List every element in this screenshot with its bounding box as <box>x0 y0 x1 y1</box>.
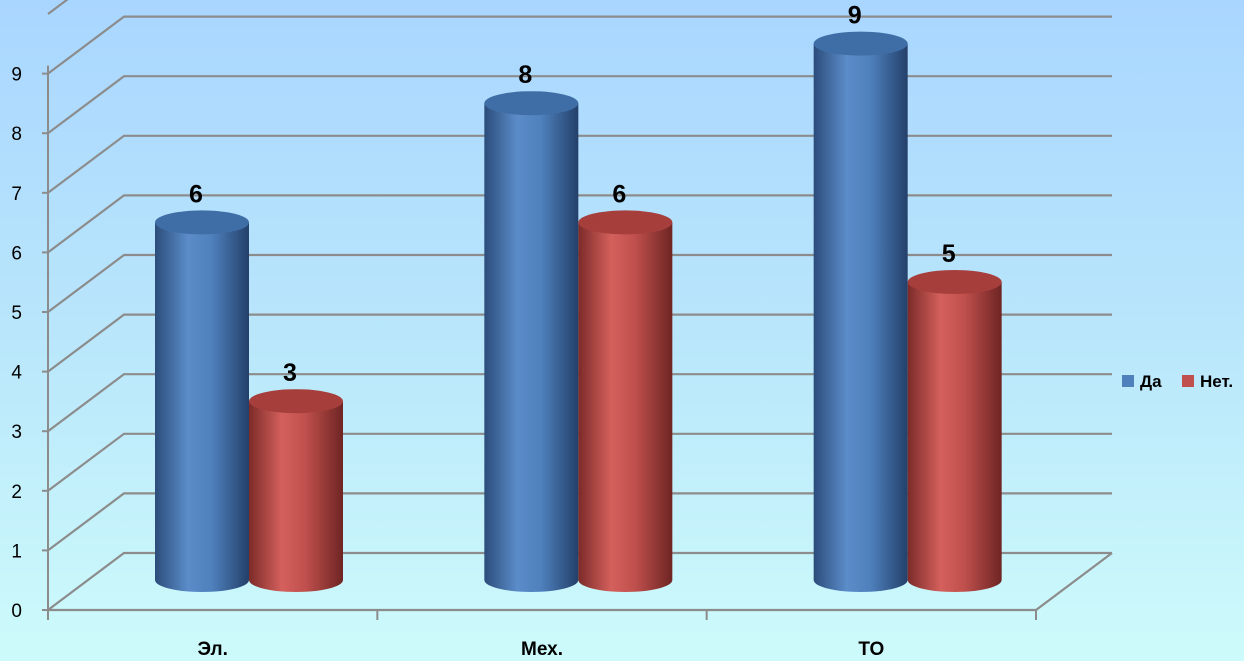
bar-Нет.-ТО <box>907 270 1002 592</box>
y-tick-label: 4 <box>11 363 22 384</box>
data-label: 5 <box>942 240 956 268</box>
bar-Да-Эл. <box>155 210 249 592</box>
y-tick-label: 0 <box>11 601 22 622</box>
gridline <box>47 0 69 15</box>
bars <box>155 31 1002 593</box>
gridline <box>47 492 1112 552</box>
bar-Да-Мех. <box>484 91 579 592</box>
legend: Да Нет. <box>1122 372 1233 391</box>
y-tick-label: 3 <box>11 422 22 443</box>
gridline <box>47 551 1112 611</box>
y-tick-label: 6 <box>11 243 22 264</box>
axes: 0 1 2 3 4 5 6 7 8 9 Эл. Мех. ТО <box>11 65 1037 660</box>
legend-label-1: Нет. <box>1200 372 1233 391</box>
gridline <box>47 432 1112 492</box>
data-label: 6 <box>612 180 626 208</box>
gridline <box>47 194 1112 254</box>
bar-Нет.-Мех. <box>578 210 673 592</box>
x-category-label: Мех. <box>521 639 563 660</box>
data-label: 6 <box>189 180 203 208</box>
y-tick-label: 8 <box>11 124 22 145</box>
gridline <box>47 313 1112 373</box>
y-tick-label: 9 <box>11 65 22 86</box>
gridline <box>47 253 1112 313</box>
data-label: 8 <box>518 61 532 89</box>
y-tick-label: 2 <box>11 482 22 503</box>
x-category-label: ТО <box>858 639 884 660</box>
data-labels: 6 3 8 6 9 5 <box>189 2 956 388</box>
legend-label-0: Да <box>1140 372 1162 391</box>
data-label: 9 <box>848 2 862 30</box>
gridline <box>47 134 1112 194</box>
gridline <box>47 15 1112 75</box>
data-label: 3 <box>283 359 297 387</box>
y-tick-label: 1 <box>11 541 22 562</box>
legend-swatch-0 <box>1122 375 1134 387</box>
legend-swatch-1 <box>1182 375 1194 387</box>
gridline <box>47 373 1112 433</box>
bar-Да-ТО <box>813 31 908 593</box>
x-category-label: Эл. <box>197 639 227 660</box>
y-tick-label: 5 <box>11 303 22 324</box>
bar-Нет.-Эл. <box>249 389 343 592</box>
gridline <box>47 75 1112 135</box>
y-tick-label: 7 <box>11 184 22 205</box>
